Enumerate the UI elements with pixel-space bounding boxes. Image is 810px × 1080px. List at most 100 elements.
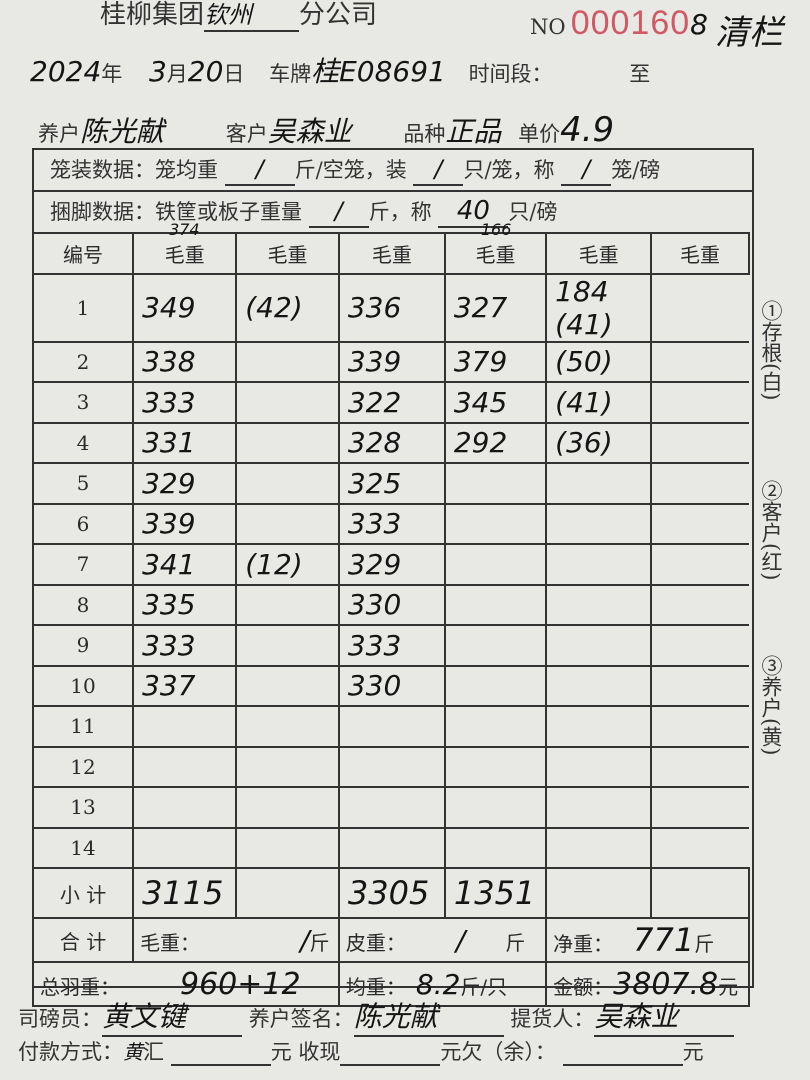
subtotal-cell: 3305	[337, 867, 446, 919]
net-total: 净重： 771斤	[545, 917, 750, 963]
weight-cell	[650, 624, 749, 667]
weight-cell: 328	[337, 421, 446, 464]
weight-cell	[235, 664, 340, 707]
weight-cell	[132, 745, 238, 788]
weight-cell	[337, 826, 446, 869]
weight-cell: (36)	[545, 421, 653, 464]
column-header: 毛重 166	[443, 220, 548, 275]
tie-data-row: 捆脚数据：铁筐或板子重量 / 斤，称 40 只/磅	[50, 196, 558, 228]
weight-cell	[650, 786, 749, 829]
footer-sign-row: 司磅员：黄文键 养户签名：陈光献 提货人：吴森业	[18, 995, 735, 1037]
column-header: 毛重	[337, 232, 446, 275]
row-number: 1	[31, 272, 135, 343]
party-row: 养户陈光献 客户吴森业 品种正品 单价4.9	[38, 110, 615, 150]
weight-cell	[443, 462, 548, 505]
copy-label: ③养户(黄)	[759, 655, 783, 756]
weight-cell	[443, 543, 548, 586]
row-number: 13	[31, 786, 135, 829]
weight-cell	[650, 664, 749, 707]
weight-cell: 329	[132, 462, 238, 505]
table-row: 9 333 333	[31, 624, 749, 667]
subtotal-cell	[235, 867, 340, 919]
average-weight: 均重： 8.2斤/只	[337, 961, 548, 1007]
weight-cell	[132, 705, 238, 748]
divider	[32, 190, 752, 192]
tare-total: 皮重： / 斤	[337, 917, 548, 963]
weight-cell: 339	[132, 502, 238, 545]
table-row: 3 333 322 345 (41)	[31, 381, 749, 424]
table-row: 8 335 330	[31, 583, 749, 626]
weight-cell	[443, 502, 548, 545]
weight-cell	[650, 462, 749, 505]
subtotal-cell: 3115	[132, 867, 238, 919]
weight-cell	[650, 421, 749, 464]
feather-row: 总羽重： 960+12 均重： 8.2斤/只 金额：3807.8元	[32, 961, 750, 1007]
weight-cell: 333	[337, 502, 446, 545]
weight-cell	[235, 462, 340, 505]
weight-cell	[545, 826, 653, 869]
corner-note: 清栏	[715, 13, 783, 53]
weight-cell: 339	[337, 340, 446, 383]
weight-cell	[443, 664, 548, 707]
row-number: 7	[31, 543, 135, 586]
row-number: 10	[31, 664, 135, 707]
weight-cell	[443, 705, 548, 748]
weight-cell	[545, 462, 653, 505]
table-row: 10 337 330	[31, 664, 749, 707]
column-header: 毛重 374	[132, 220, 238, 275]
gross-total: 毛重：/斤	[132, 917, 340, 963]
table-row: 6 339 333	[31, 502, 749, 545]
weight-cell: 338	[132, 340, 238, 383]
weight-cell: 345	[443, 381, 548, 424]
weight-cell: 322	[337, 381, 446, 424]
row-number: 11	[31, 705, 135, 748]
weight-cell	[545, 583, 653, 626]
weight-cell	[545, 624, 653, 667]
weight-cell: 330	[337, 583, 446, 626]
table-row: 13	[31, 786, 749, 829]
weight-cell	[235, 826, 340, 869]
column-header: 毛重	[235, 232, 340, 275]
amount: 金额：3807.8元	[545, 961, 750, 1007]
weight-cell: 327	[443, 272, 548, 343]
column-header: 毛重	[545, 232, 653, 275]
weight-cell	[132, 786, 238, 829]
row-number: 3	[31, 381, 135, 424]
weight-cell: 333	[132, 624, 238, 667]
table-row: 7 341 (12) 329	[31, 543, 749, 586]
weight-cell: 331	[132, 421, 238, 464]
weight-cell: 337	[132, 664, 238, 707]
table-row: 5 329 325	[31, 462, 749, 505]
table-row: 12	[31, 745, 749, 788]
weight-cell: (42)	[235, 272, 340, 343]
weight-cell: (41)	[545, 381, 653, 424]
weight-cell	[337, 745, 446, 788]
subtotal-cell	[650, 867, 750, 919]
subtotal-cell: 1351	[443, 867, 548, 919]
weight-cell	[545, 543, 653, 586]
column-header: 毛重	[650, 232, 750, 275]
weight-cell	[132, 826, 238, 869]
weight-cell	[650, 272, 749, 343]
weight-cell: 184 (41)	[545, 272, 653, 343]
weight-cell	[235, 502, 340, 545]
table-row: 11	[31, 705, 749, 748]
weight-cell	[545, 745, 653, 788]
form-title: 桂柳集团钦州 分公司	[100, 0, 377, 32]
row-number: 12	[31, 745, 135, 788]
serial-number: NO 0001608	[530, 4, 708, 42]
weight-cell	[235, 705, 340, 748]
subtotal-label: 小 计	[31, 867, 135, 919]
header-note: 374	[169, 220, 200, 239]
row-number: 6	[31, 502, 135, 545]
weight-cell	[545, 502, 653, 545]
weight-cell: 333	[337, 624, 446, 667]
weight-cell	[235, 421, 340, 464]
weight-cell	[443, 745, 548, 788]
row-number: 14	[31, 826, 135, 869]
copy-label: ②客户(红)	[759, 480, 783, 581]
weight-cell	[443, 624, 548, 667]
date-row: 2024年 3月20日 车牌桂E08691 时间段： 至	[30, 55, 651, 88]
weight-cell	[650, 826, 749, 869]
row-number: 5	[31, 462, 135, 505]
